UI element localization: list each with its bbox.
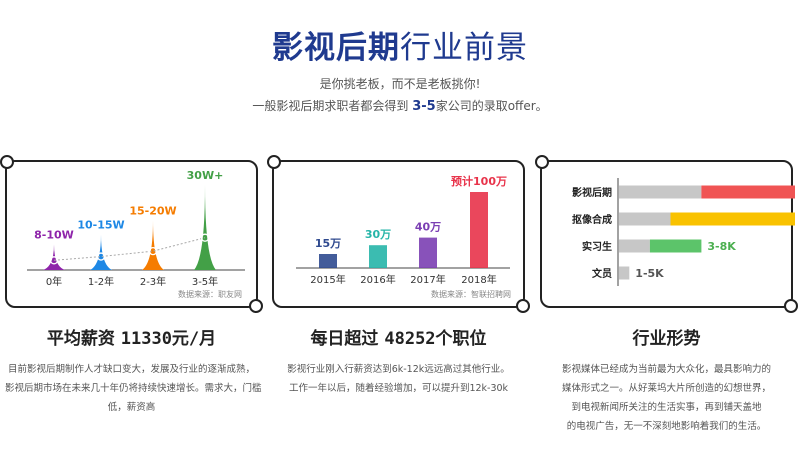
trend-desc-line: 的电视广告，无一不深刻地影响着我们的生活。 xyxy=(566,421,767,432)
salary-section-title: 平均薪资 11330元/月 xyxy=(5,324,258,349)
jobs-title-prefix: 每日超过 xyxy=(310,329,379,349)
subtitle-line-2: 一般影视后期求职者都会得到 3-5家公司的录取offer。 xyxy=(0,97,800,114)
salary-category-label: 1-2年 xyxy=(88,275,114,288)
jobs-value-label: 预计100万 xyxy=(451,174,507,188)
trend-bar-base xyxy=(619,185,702,199)
jobs-bar xyxy=(369,245,387,268)
salary-chart-source: 数据来源：职友网 xyxy=(178,290,242,299)
salary-bar xyxy=(194,185,216,270)
trend-desc-line: 媒体形式之一。从好莱坞大片所创造的幻想世界， xyxy=(561,383,771,394)
salary-bar xyxy=(90,234,112,270)
salary-trend-dot xyxy=(96,252,106,261)
salary-desc-line: 影视后期市场在未来几十年仍将持续快速增长。需求大，门槛 xyxy=(5,383,262,394)
salary-category-label: 2-3年 xyxy=(140,275,166,288)
jobs-chart-source: 数据来源：智联招聘网 xyxy=(431,290,511,299)
salary-title-prefix: 平均薪资 xyxy=(46,329,115,349)
salary-value-label: 8-10W xyxy=(34,229,74,242)
jobs-bar xyxy=(470,192,488,268)
jobs-bar xyxy=(319,254,337,268)
salary-trend-dot xyxy=(49,256,59,265)
subtitle-prefix: 一般影视后期求职者都会得到 xyxy=(252,99,409,113)
jobs-section-title: 每日超过 48252个职位 xyxy=(272,324,525,349)
jobs-bar xyxy=(419,237,437,268)
jobs-value-label: 40万 xyxy=(415,221,441,234)
jobs-value-label: 15万 xyxy=(315,237,341,250)
salary-category-label: 3-5年 xyxy=(192,275,218,288)
trend-value-label: 1-5K xyxy=(635,267,664,280)
title-rest: 行业前景 xyxy=(400,30,528,66)
salary-value-label: 15-20W xyxy=(129,204,176,217)
trend-desc-line: 到电视新闻所关注的生活实事，再到铺天盖地 xyxy=(571,402,762,413)
salary-value-label: 10-15W xyxy=(77,219,124,232)
trend-bar-range xyxy=(649,239,702,253)
trend-bar-base xyxy=(619,239,650,253)
jobs-title-value: 48252个职位 xyxy=(384,329,487,349)
trend-bar-base xyxy=(619,266,630,280)
jobs-desc-line: 工作一年以后，随着经验增加，可以提升到12k-30k xyxy=(288,383,509,394)
trend-bar-base xyxy=(619,212,671,226)
salary-description: 目前影视后期制作人才缺口变大，发展及行业的逐渐成熟， 影视后期市场在未来几十年仍… xyxy=(5,360,262,417)
salary-title-value: 11330元/月 xyxy=(120,329,217,349)
salary-desc-line: 目前影视后期制作人才缺口变大，发展及行业的逐渐成熟， xyxy=(7,364,255,375)
trend-desc-line: 影视媒体已经成为当前最为大众化，最具影响力的 xyxy=(561,364,771,375)
salary-value-label: 30W+ xyxy=(187,169,224,182)
trend-category-label: 影视后期 xyxy=(572,186,612,199)
trend-bar-range xyxy=(670,212,795,226)
salary-category-label: 0年 xyxy=(46,275,62,288)
trend-section-title: 行业形势 xyxy=(632,329,701,349)
jobs-category-label: 2016年 xyxy=(360,273,395,286)
trend-value-label: 3-8K xyxy=(707,240,736,253)
salary-desc-line: 低，薪资高 xyxy=(107,402,156,413)
jobs-chart-card: 15万 2015年 30万 2016年 40万 2017年 预计100万 2018年 数据来源… xyxy=(267,155,530,313)
subtitle-highlight: 3-5 xyxy=(412,99,436,114)
jobs-category-label: 2015年 xyxy=(310,273,345,286)
salary-trend-dot xyxy=(200,233,210,242)
trend-bar-range xyxy=(701,185,795,199)
jobs-description: 影视行业刚入行薪资达到6k-12k远远高过其他行业。 工作一年以后，随着经验增加… xyxy=(272,360,525,398)
jobs-value-label: 30万 xyxy=(365,228,391,241)
jobs-category-label: 2018年 xyxy=(461,273,496,286)
trend-category-label: 抠像合成 xyxy=(572,213,612,226)
salary-chart: 8-10W 0年 10-15W 1-2年 15-20W 2-3年 30W+ 3-5年 xyxy=(27,169,245,288)
trend-category-label: 文员 xyxy=(592,267,612,280)
subtitle-line-1: 是你挑老板，而不是老板挑你! xyxy=(319,77,481,91)
trend-description: 影视媒体已经成为当前最为大众化，最具影响力的 媒体形式之一。从好莱坞大片所创造的… xyxy=(540,360,793,436)
jobs-chart: 15万 2015年 30万 2016年 40万 2017年 预计100万 2018年 xyxy=(296,174,510,286)
trend-category-label: 实习生 xyxy=(582,240,612,253)
page-title: 影视后期行业前景 xyxy=(0,22,800,67)
salary-trend-dot xyxy=(148,247,158,256)
title-highlight: 影视后期 xyxy=(272,30,400,66)
jobs-desc-line: 影视行业刚入行薪资达到6k-12k远远高过其他行业。 xyxy=(287,364,510,375)
subtitle-suffix: 家公司的录取offer。 xyxy=(435,99,548,113)
jobs-category-label: 2017年 xyxy=(410,273,445,286)
salary-chart-card: 8-10W 0年 10-15W 1-2年 15-20W 2-3年 30W+ 3-5年 数据来源… xyxy=(0,155,263,313)
salary-trend-line xyxy=(53,237,206,261)
salary-bar xyxy=(142,220,164,270)
